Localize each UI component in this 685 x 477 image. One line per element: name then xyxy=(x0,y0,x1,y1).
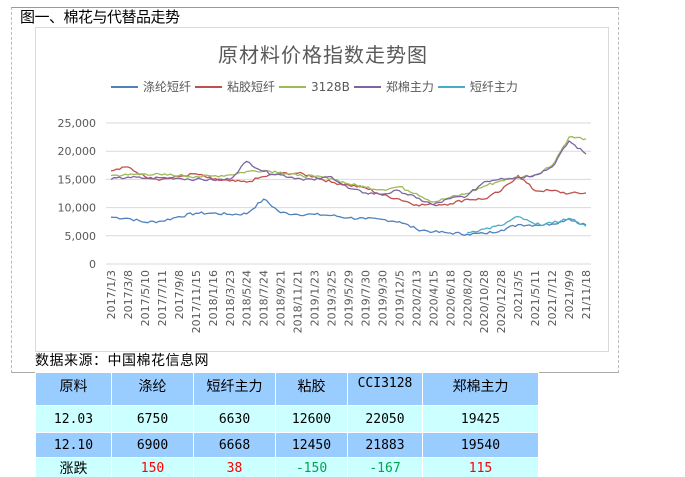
table-cell: 6630 xyxy=(193,405,276,433)
price-comparison-table: 原料 涤纶 短纤主力 粘胶 CCI3128 郑棉主力 12.03 6750 66… xyxy=(35,372,539,477)
svg-text:2020/8/20: 2020/8/20 xyxy=(461,270,474,326)
svg-text:2018/11/21: 2018/11/21 xyxy=(292,270,305,333)
svg-text:2017/9/8: 2017/9/8 xyxy=(173,270,186,319)
legend-label: 短纤主力 xyxy=(469,80,518,94)
chart-title: 原材料价格指数走势图 xyxy=(218,43,428,67)
svg-text:2020/10/28: 2020/10/28 xyxy=(478,270,491,333)
svg-text:2017/3/8: 2017/3/8 xyxy=(122,270,135,319)
data-source-note: 数据来源：中国棉花信息网 xyxy=(35,353,209,369)
svg-text:20,000: 20,000 xyxy=(58,145,97,158)
svg-text:0: 0 xyxy=(89,258,96,271)
svg-text:2018/3/23: 2018/3/23 xyxy=(224,270,237,326)
table-row: 12.10 6900 6668 12450 21883 19540 xyxy=(35,432,539,458)
line-chart-plot: 0 5,000 10,000 15,000 20,000 25,000 2017/1/3 20… xyxy=(58,117,594,333)
svg-text:2021/7/12: 2021/7/12 xyxy=(546,270,559,326)
legend-swatch-icon xyxy=(111,85,138,88)
change-cell-down: -150 xyxy=(275,457,348,477)
svg-text:2021/3/5: 2021/3/5 xyxy=(512,270,525,319)
table-cell: 19540 xyxy=(422,432,539,458)
legend-item: 涤纶短纤 xyxy=(111,78,191,95)
table-cell: 涨跌 xyxy=(35,457,112,477)
svg-text:5,000: 5,000 xyxy=(65,230,97,243)
table-cell: 6668 xyxy=(193,432,276,458)
svg-text:2020/4/15: 2020/4/15 xyxy=(427,270,440,326)
legend-label: 3128B xyxy=(311,79,350,94)
header-cell: 粘胶 xyxy=(275,372,348,406)
legend-swatch-icon xyxy=(195,85,223,88)
legend-swatch-icon xyxy=(437,85,465,88)
table-header-row: 原料 涤纶 短纤主力 粘胶 CCI3128 郑棉主力 xyxy=(35,372,539,406)
svg-text:2019/3/25: 2019/3/25 xyxy=(326,270,339,326)
legend-swatch-icon xyxy=(279,85,307,88)
change-cell-up: 38 xyxy=(193,457,276,477)
legend-item: 粘胶短纤 xyxy=(195,78,275,95)
svg-text:2019/12/5: 2019/12/5 xyxy=(393,270,406,326)
header-cell: 原料 xyxy=(35,372,112,406)
table-cell: 21883 xyxy=(347,432,423,458)
svg-text:2020/12/28: 2020/12/28 xyxy=(495,270,508,333)
svg-text:2018/7/24: 2018/7/24 xyxy=(258,270,271,326)
header-cell: CCI3128 xyxy=(347,372,423,406)
table-cell: 12600 xyxy=(275,405,348,433)
series-line xyxy=(467,215,587,234)
legend-item: 郑棉主力 xyxy=(353,78,434,95)
chart-legend: 涤纶短纤 粘胶短纤 3128B 郑棉主力 短纤主力 xyxy=(111,78,522,95)
svg-text:2017/11/15: 2017/11/15 xyxy=(190,270,203,333)
svg-text:2017/7/11: 2017/7/11 xyxy=(156,270,169,326)
change-cell-up: 150 xyxy=(111,457,194,477)
svg-text:15,000: 15,000 xyxy=(58,173,97,186)
svg-text:2018/1/16: 2018/1/16 xyxy=(207,270,220,326)
series-line xyxy=(110,135,587,203)
series-line xyxy=(110,198,587,236)
legend-item: 短纤主力 xyxy=(437,78,518,95)
table-row-change: 涨跌 150 38 -150 -167 115 xyxy=(35,457,539,477)
table-row: 12.03 6750 6630 12600 22050 19425 xyxy=(35,405,539,433)
change-cell-down: -167 xyxy=(347,457,423,477)
table-cell: 12.03 xyxy=(35,405,112,433)
svg-text:10,000: 10,000 xyxy=(58,202,97,215)
svg-text:2019/1/23: 2019/1/23 xyxy=(309,270,322,326)
svg-text:2021/9/9: 2021/9/9 xyxy=(563,270,576,319)
table-cell: 6750 xyxy=(111,405,194,433)
table-cell: 12450 xyxy=(275,432,348,458)
legend-item: 3128B xyxy=(279,80,350,94)
svg-text:2019/5/29: 2019/5/29 xyxy=(343,270,356,326)
svg-text:2017/5/10: 2017/5/10 xyxy=(139,270,152,326)
svg-text:2019/7/30: 2019/7/30 xyxy=(359,270,372,326)
header-cell: 涤纶 xyxy=(111,372,194,406)
header-cell: 短纤主力 xyxy=(193,372,276,406)
header-cell: 郑棉主力 xyxy=(422,372,539,406)
table-cell: 19425 xyxy=(422,405,539,433)
legend-label: 粘胶短纤 xyxy=(227,80,276,94)
svg-text:21/11/18: 21/11/18 xyxy=(580,270,593,319)
svg-text:2018/9/21: 2018/9/21 xyxy=(275,270,288,326)
table-cell: 22050 xyxy=(347,405,423,433)
table-cell: 12.10 xyxy=(35,432,112,458)
legend-label: 郑棉主力 xyxy=(385,80,434,94)
svg-text:2020/2/13: 2020/2/13 xyxy=(410,270,423,326)
change-cell-up: 115 xyxy=(422,457,539,477)
figure-caption: 图一、棉花与代替品走势 xyxy=(20,8,180,26)
svg-text:2020/6/18: 2020/6/18 xyxy=(444,270,457,326)
svg-text:2017/1/3: 2017/1/3 xyxy=(105,270,118,319)
chart-container: 原材料价格指数走势图 涤纶短纤 粘胶短纤 3128B 郑棉主力 短纤主力 0 5,000 1… xyxy=(35,27,609,352)
series-line xyxy=(110,140,587,206)
legend-swatch-icon xyxy=(353,85,381,88)
svg-text:2021/5/11: 2021/5/11 xyxy=(529,270,542,326)
svg-text:25,000: 25,000 xyxy=(58,117,97,130)
series-line xyxy=(110,166,587,207)
legend-label: 涤纶短纤 xyxy=(143,80,192,94)
table-cell: 6900 xyxy=(111,432,194,458)
svg-text:2019/9/30: 2019/9/30 xyxy=(376,270,389,326)
svg-text:2018/5/24: 2018/5/24 xyxy=(241,270,254,326)
